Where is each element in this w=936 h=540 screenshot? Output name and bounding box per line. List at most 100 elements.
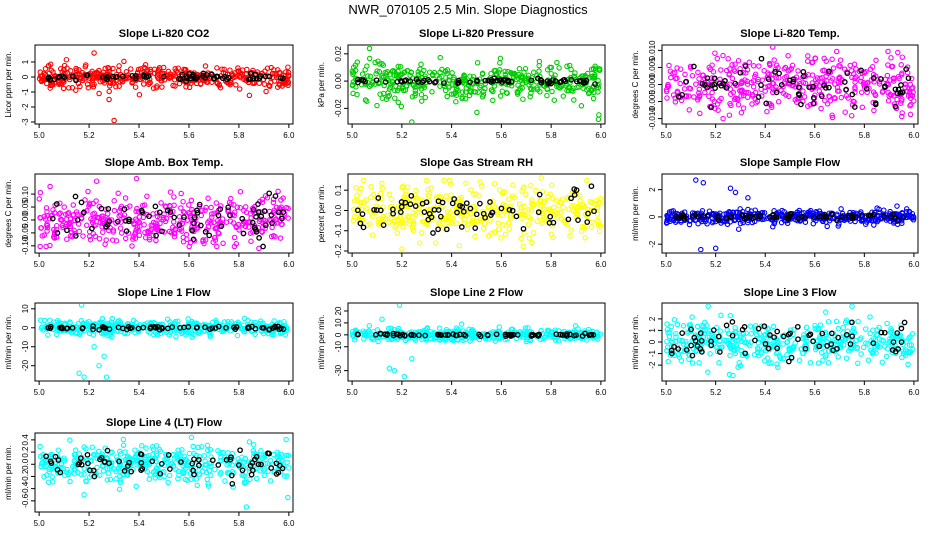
reference-point	[786, 77, 793, 84]
reference-point	[113, 74, 120, 80]
data-point	[679, 337, 685, 344]
reference-point	[849, 214, 856, 221]
reference-point	[810, 94, 817, 101]
reference-point	[715, 333, 722, 340]
reference-point	[870, 340, 877, 347]
data-point	[519, 210, 526, 217]
data-point	[590, 75, 597, 81]
data-point	[373, 71, 379, 77]
data-point	[868, 217, 875, 224]
data-point	[259, 199, 266, 205]
reference-point	[732, 80, 739, 87]
data-point	[257, 467, 263, 474]
outlier-point	[111, 117, 117, 123]
data-point	[133, 208, 139, 215]
data-point	[726, 112, 733, 118]
chart-title: Slope Li-820 CO2	[119, 28, 209, 40]
data-point	[408, 69, 415, 76]
data-point	[167, 73, 174, 80]
reference-point	[724, 215, 730, 222]
data-point	[746, 342, 753, 349]
data-point	[257, 318, 264, 324]
data-point	[271, 78, 278, 84]
y-tick-label: 0	[21, 74, 30, 79]
outlier-point	[698, 246, 704, 252]
reference-point	[185, 324, 192, 330]
y-axis-label: kPa per min.	[317, 62, 326, 107]
data-point	[516, 65, 523, 72]
data-point	[548, 231, 555, 238]
reference-point	[688, 342, 695, 349]
data-point	[907, 111, 914, 118]
data-point	[727, 338, 733, 344]
data-point	[395, 63, 401, 70]
x-tick-label: 6.0	[908, 260, 920, 269]
data-point	[541, 334, 547, 341]
data-point	[95, 70, 102, 77]
data-point	[388, 196, 395, 202]
data-point	[554, 59, 560, 66]
data-point	[450, 212, 456, 218]
data-point	[761, 358, 768, 364]
y-tick-label: 10	[334, 318, 343, 327]
outlier-point	[720, 115, 726, 122]
x-tick-label: 5.8	[859, 131, 871, 140]
data-point	[410, 81, 416, 88]
data-point	[738, 93, 744, 99]
reference-point	[697, 330, 704, 336]
reference-point	[239, 215, 246, 222]
data-point	[40, 327, 47, 333]
data-point	[69, 85, 76, 91]
outlier-point	[700, 180, 707, 186]
reference-point	[227, 212, 233, 219]
data-point	[194, 321, 201, 328]
data-point	[728, 102, 734, 109]
data-point	[44, 224, 51, 231]
data-point	[96, 67, 102, 74]
data-point	[351, 336, 358, 343]
data-point	[262, 193, 269, 199]
reference-point	[897, 89, 904, 96]
x-tick-label: 5.0	[34, 519, 46, 528]
data-point	[356, 189, 363, 195]
data-point	[69, 233, 75, 240]
data-point	[514, 91, 521, 97]
y-tick-label: 0	[648, 339, 657, 344]
reference-point	[737, 69, 744, 76]
data-point	[420, 328, 426, 334]
reference-point	[202, 228, 209, 235]
outlier-point	[399, 246, 405, 252]
data-point	[867, 314, 873, 320]
x-tick-label: 5.8	[233, 131, 245, 140]
reference-point	[454, 209, 460, 216]
data-point	[147, 66, 153, 73]
reference-point	[585, 210, 591, 217]
data-point	[379, 185, 386, 191]
data-point	[506, 226, 513, 232]
data-point	[578, 204, 585, 211]
reference-point	[398, 203, 405, 210]
data-point	[70, 211, 77, 218]
data-point	[852, 86, 858, 92]
data-point	[770, 224, 776, 230]
data-point	[264, 460, 271, 467]
data-point	[401, 69, 408, 75]
data-point	[752, 325, 758, 331]
x-tick-label: 5.6	[183, 388, 195, 397]
data-point	[60, 85, 67, 92]
data-point	[855, 318, 861, 325]
reference-point	[153, 232, 159, 239]
data-point	[490, 97, 496, 104]
data-point	[413, 187, 419, 194]
reference-point	[51, 76, 58, 83]
reference-point	[671, 343, 677, 350]
data-point	[167, 329, 174, 335]
data-point	[716, 360, 722, 366]
data-point	[695, 69, 701, 76]
y-tick-label: 0.0	[334, 204, 343, 216]
data-point	[283, 436, 289, 443]
y-tick-label: 0.00	[21, 212, 30, 228]
data-point	[830, 65, 837, 71]
data-point	[372, 59, 378, 66]
data-point	[379, 73, 385, 79]
